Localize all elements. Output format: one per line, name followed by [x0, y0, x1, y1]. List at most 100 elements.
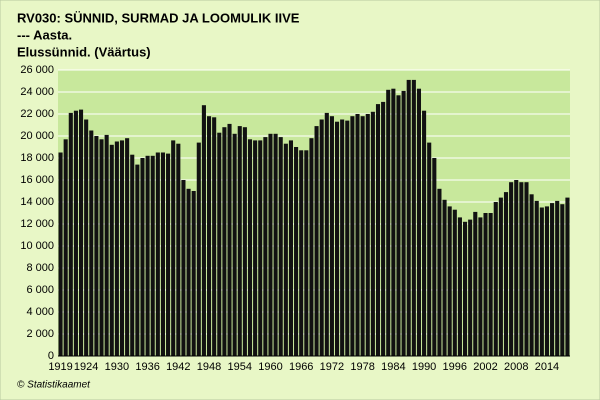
- bar: [109, 144, 114, 356]
- y-tick-label: 0: [48, 350, 54, 362]
- bar: [119, 140, 125, 356]
- bar: [529, 194, 534, 356]
- bar: [176, 143, 181, 356]
- bar: [483, 213, 488, 356]
- bar: [186, 188, 191, 356]
- bar: [63, 139, 68, 356]
- bar: [253, 140, 258, 356]
- bar: [365, 114, 370, 356]
- bar: [560, 204, 565, 356]
- x-tick-label: 2008: [504, 361, 528, 373]
- y-tick-label: 4 000: [26, 306, 54, 318]
- bar: [514, 180, 519, 356]
- bar: [427, 142, 432, 356]
- y-tick-label: 22 000: [20, 108, 54, 120]
- bar: [457, 217, 462, 356]
- x-tick-label: 2002: [473, 361, 497, 373]
- bar: [462, 221, 468, 356]
- bar: [539, 207, 544, 356]
- bar: [268, 133, 273, 356]
- y-tick-label: 8 000: [26, 262, 54, 274]
- y-tick-label: 16 000: [20, 174, 54, 186]
- bar: [340, 119, 345, 356]
- bar: [401, 90, 406, 357]
- bar: [519, 182, 524, 356]
- y-tick-label: 10 000: [20, 240, 54, 252]
- y-label: Elussünnid. (Väärtus): [17, 44, 151, 59]
- bar: [319, 119, 324, 356]
- bar: [329, 116, 334, 356]
- bar: [155, 152, 160, 356]
- x-tick-label: 1919: [48, 361, 72, 373]
- bar: [160, 152, 166, 356]
- bar: [416, 88, 422, 356]
- bar: [94, 136, 99, 356]
- bar: [258, 140, 263, 356]
- bar: [89, 130, 94, 356]
- bar: [565, 197, 570, 356]
- bar: [227, 123, 232, 357]
- x-tick-label: 1972: [320, 361, 344, 373]
- bar: [150, 155, 155, 356]
- bar: [370, 111, 375, 356]
- bar: [544, 206, 550, 356]
- bar: [232, 133, 237, 356]
- bar: [114, 141, 119, 356]
- bar: [288, 140, 294, 356]
- y-tick-label: 14 000: [20, 196, 54, 208]
- bar: [242, 127, 247, 356]
- bar: [509, 182, 514, 356]
- bar: [534, 200, 539, 356]
- bar: [309, 138, 314, 356]
- y-tick-label: 12 000: [20, 218, 54, 230]
- x-tick-label: 1948: [197, 361, 221, 373]
- bar: [550, 203, 555, 356]
- bar: [488, 213, 493, 356]
- bar: [396, 95, 401, 357]
- bar: [360, 116, 365, 356]
- x-tick-label: 1984: [381, 361, 405, 373]
- bar: [406, 79, 411, 357]
- x-tick-label: 1966: [289, 361, 313, 373]
- bar: [171, 140, 176, 356]
- bar: [196, 142, 201, 356]
- bar: [247, 139, 253, 356]
- bar: [237, 126, 242, 356]
- x-tick-label: 1924: [74, 361, 98, 373]
- x-tick-label: 1936: [135, 361, 159, 373]
- bar: [263, 137, 268, 356]
- bar: [355, 114, 360, 356]
- y-tick-label: 18 000: [20, 152, 54, 164]
- y-tick-label: 6 000: [26, 284, 54, 296]
- bar: [478, 217, 483, 356]
- bar: [140, 158, 145, 356]
- bar: [191, 191, 196, 356]
- bar: [78, 109, 84, 356]
- bar: [130, 154, 135, 356]
- bar: [125, 138, 130, 356]
- bar: [212, 117, 217, 356]
- bar: [452, 209, 457, 356]
- x-tick-label: 1954: [228, 361, 252, 373]
- bar: [422, 110, 427, 356]
- bar: [473, 211, 478, 356]
- bar: [278, 137, 283, 356]
- bar: [524, 182, 529, 356]
- bar: [375, 104, 381, 356]
- y-tick-label: 24 000: [20, 86, 54, 98]
- bar: [273, 133, 278, 356]
- bar: [334, 121, 340, 356]
- bar: [411, 79, 416, 357]
- bar: [503, 192, 509, 356]
- bar: [555, 200, 560, 356]
- bar: [498, 197, 503, 356]
- y-tick-label: 2 000: [26, 328, 54, 340]
- x-tick-label: 1978: [350, 361, 374, 373]
- bar: [294, 147, 299, 356]
- bar: [222, 127, 227, 356]
- bar: [304, 150, 309, 356]
- bar: [68, 112, 73, 357]
- bar: [314, 126, 319, 356]
